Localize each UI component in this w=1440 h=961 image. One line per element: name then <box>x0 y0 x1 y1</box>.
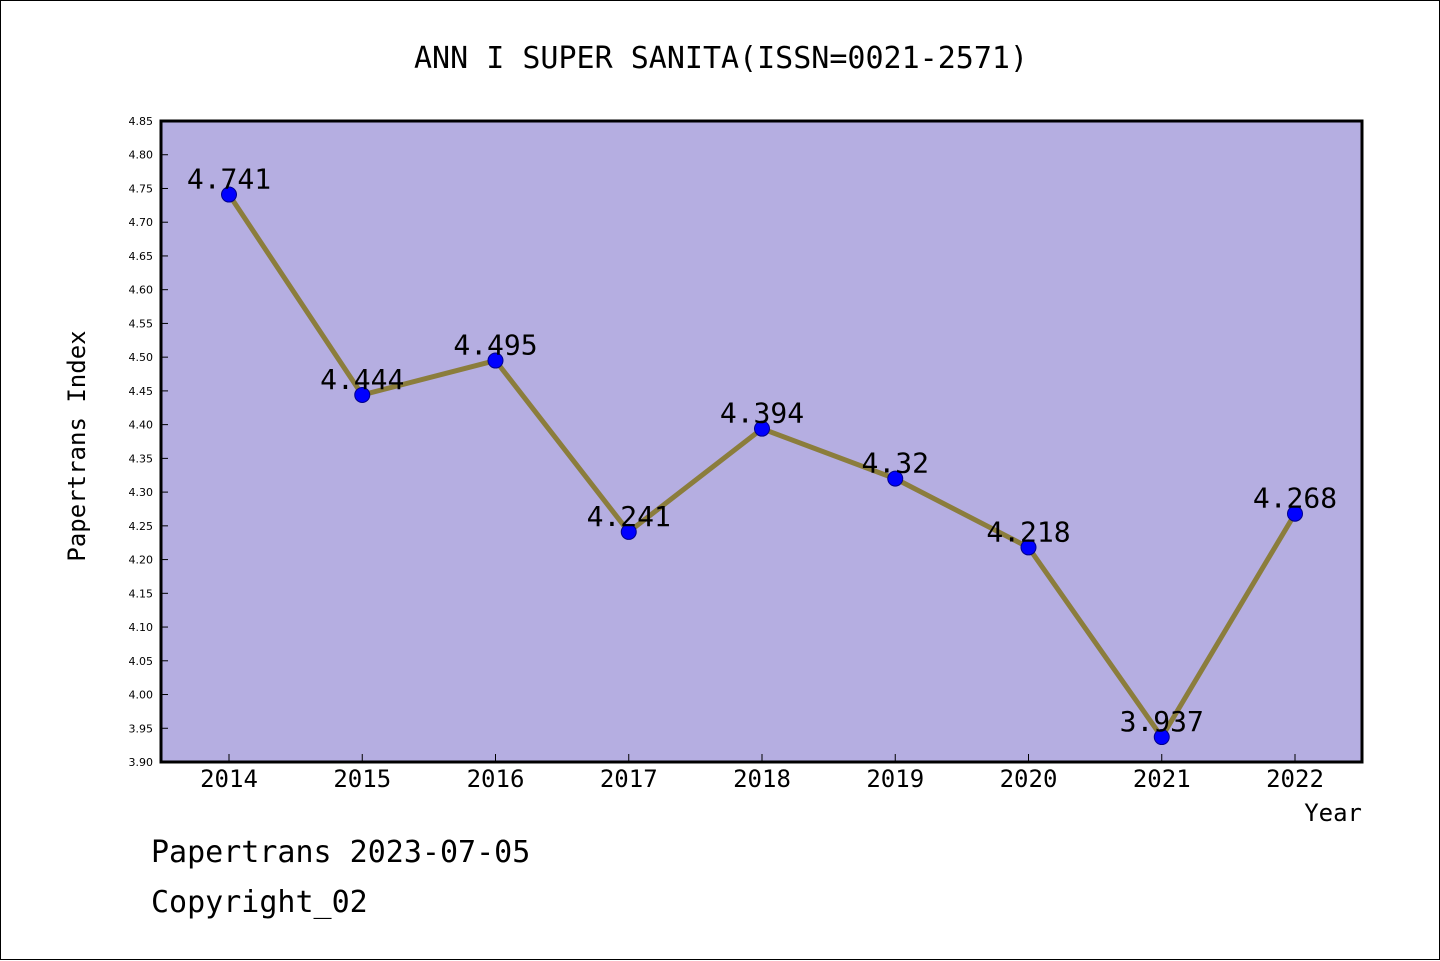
x-tick-label: 2014 <box>200 765 258 793</box>
x-tick-label: 2016 <box>467 765 525 793</box>
data-point <box>1153 729 1170 746</box>
y-tick-label: 4.60 <box>129 284 154 297</box>
footer-copyright: Copyright_02 <box>151 885 368 920</box>
data-label: 4.268 <box>1253 482 1337 515</box>
data-point <box>1287 505 1303 522</box>
x-tick-label: 2020 <box>1000 765 1058 793</box>
y-tick-label: 4.75 <box>129 182 154 195</box>
footer-date: Papertrans 2023-07-05 <box>151 835 531 870</box>
y-tick-label: 4.20 <box>129 554 154 567</box>
x-tick-label: 2022 <box>1266 765 1324 793</box>
x-tick-label: 2019 <box>866 765 924 793</box>
y-tick-label: 4.70 <box>129 216 154 229</box>
y-tick-label: 4.55 <box>129 317 154 330</box>
data-label: 3.937 <box>1120 705 1204 738</box>
data-point <box>487 352 504 369</box>
data-label: 4.394 <box>720 397 804 430</box>
x-tick-label: 2015 <box>333 765 391 793</box>
x-tick-label: 2021 <box>1133 765 1191 793</box>
y-tick-label: 4.50 <box>129 351 154 364</box>
data-point <box>221 186 237 203</box>
y-tick-label: 4.30 <box>129 486 154 499</box>
y-tick-label: 4.45 <box>129 385 154 398</box>
data-label: 4.32 <box>862 447 929 480</box>
data-label: 4.241 <box>587 500 671 533</box>
data-point <box>1020 539 1037 556</box>
y-tick-label: 4.00 <box>129 689 154 702</box>
y-tick-label: 3.95 <box>129 722 154 735</box>
x-tick-label: 2018 <box>733 765 791 793</box>
y-tick-label: 4.35 <box>129 452 154 465</box>
y-tick-label: 3.90 <box>129 756 154 769</box>
x-tick-label: 2017 <box>600 765 658 793</box>
data-point <box>354 386 371 403</box>
chart-title: ANN I SUPER SANITA(ISSN=0021-2571) <box>414 41 1028 76</box>
y-tick-label: 4.40 <box>129 419 154 432</box>
data-label: 4.741 <box>187 163 271 196</box>
data-point <box>620 523 637 540</box>
y-tick-label: 4.80 <box>129 149 154 162</box>
y-axis-label: Papertrans Index <box>63 330 91 561</box>
x-axis-label: Year <box>1304 799 1362 827</box>
y-tick-label: 4.10 <box>129 621 154 634</box>
y-tick-label: 4.25 <box>129 520 154 533</box>
data-label: 4.218 <box>986 515 1070 548</box>
y-tick-label: 4.85 <box>129 115 154 128</box>
data-point <box>754 420 770 437</box>
y-tick-label: 4.05 <box>129 655 154 668</box>
y-tick-label: 4.65 <box>129 250 154 263</box>
y-tick-label: 4.15 <box>129 587 154 600</box>
data-label: 4.495 <box>453 329 537 362</box>
data-label: 4.444 <box>320 363 404 396</box>
plot-area <box>159 119 1364 764</box>
data-point <box>887 470 904 487</box>
